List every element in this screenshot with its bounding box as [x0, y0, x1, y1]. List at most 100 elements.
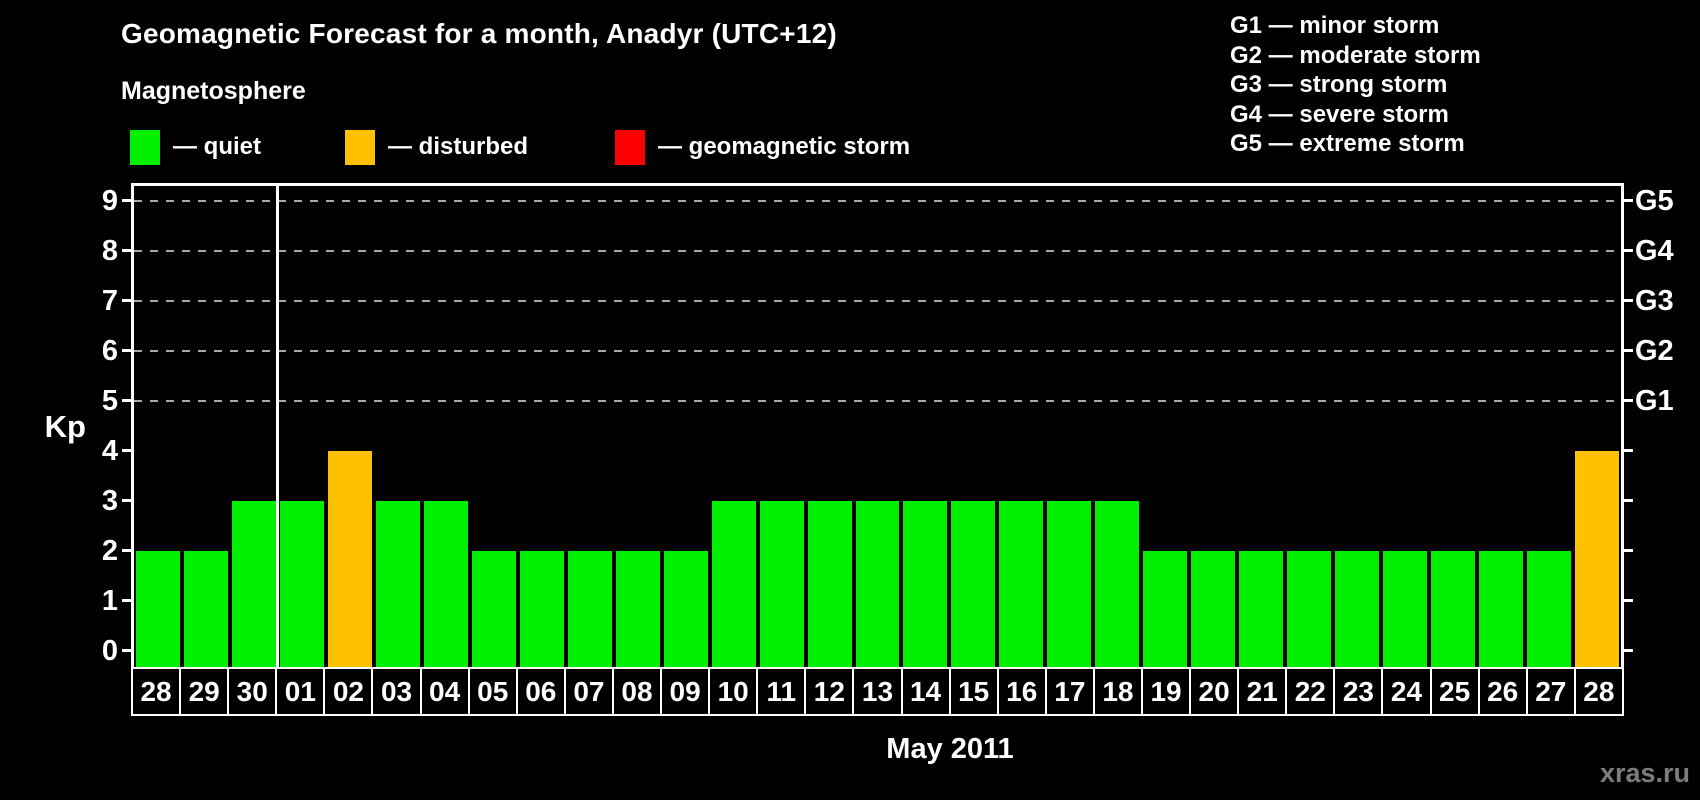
- right-axis-label-g1: G1: [1635, 385, 1674, 417]
- kp-bar-day-22: [1287, 551, 1332, 667]
- left-tick-kp6: [122, 349, 131, 352]
- right-tick-kp3: [1624, 499, 1633, 502]
- y-axis-label-4: 4: [101, 435, 118, 467]
- day-label-cell: 07: [563, 667, 614, 716]
- legend-label-storm: — geomagnetic storm: [658, 133, 911, 160]
- day-label-cell: 01: [275, 667, 326, 716]
- y-axis-label-0: 0: [101, 635, 118, 667]
- magnetosphere-label: Magnetosphere: [121, 77, 306, 105]
- right-tick-kp2: [1624, 549, 1633, 552]
- y-axis-label-3: 3: [101, 485, 118, 517]
- gridline-kp9: [134, 200, 1621, 202]
- left-tick-kp9: [122, 199, 131, 202]
- kp-bar-day-07: [567, 551, 612, 667]
- x-axis-title: May 2011: [886, 733, 1014, 765]
- magnetosphere-legend: — quiet — disturbed — geomagnetic storm: [0, 127, 1700, 167]
- kp-bar-day-18: [1095, 501, 1140, 667]
- kp-bar-day-26: [1479, 551, 1524, 667]
- left-tick-kp4: [122, 449, 131, 452]
- day-label-cell: 06: [515, 667, 566, 716]
- day-label-cell: 05: [467, 667, 518, 716]
- left-tick-kp8: [122, 249, 131, 252]
- kp-bar-day-11: [759, 501, 804, 667]
- legend-label-quiet: — quiet: [173, 133, 261, 160]
- kp-bar-day-17: [1047, 501, 1092, 667]
- y-axis-label-1: 1: [101, 585, 118, 617]
- right-tick-kp7: [1624, 299, 1633, 302]
- kp-bar-day-30: [231, 501, 276, 667]
- g-scale-legend: G1 — minor storm G2 — moderate storm G3 …: [1230, 11, 1481, 159]
- kp-bar-day-14: [903, 501, 948, 667]
- legend-item-quiet: — quiet: [130, 127, 261, 167]
- kp-bar-day-04: [423, 501, 468, 667]
- day-label-cell: 13: [852, 667, 903, 716]
- kp-bar-day-24: [1383, 551, 1428, 667]
- day-label-cell: 26: [1477, 667, 1528, 716]
- kp-bar-day-15: [951, 501, 996, 667]
- kp-bar-day-28: [136, 551, 180, 667]
- legend-item-disturbed: — disturbed: [345, 127, 528, 167]
- legend-label-disturbed: — disturbed: [388, 133, 529, 160]
- right-tick-kp4: [1624, 449, 1633, 452]
- left-tick-kp2: [122, 549, 131, 552]
- kp-bar-day-01: [279, 501, 324, 667]
- g4-legend-line: G4 — severe storm: [1230, 100, 1449, 128]
- kp-bar-day-05: [471, 551, 516, 667]
- gridline-kp7: [134, 300, 1621, 302]
- g1-legend-line: G1 — minor storm: [1230, 12, 1440, 39]
- watermark: xras.ru: [1599, 758, 1690, 788]
- left-tick-kp7: [122, 299, 131, 302]
- day-label-cell: 15: [948, 667, 999, 716]
- y-axis-label-5: 5: [101, 385, 118, 417]
- x-axis-day-labels: 28 29 30 01 02 03 04 05 06 07 08 09 10 11 12 13 14 15 16 17…: [131, 667, 1624, 716]
- day-label-cell: 16: [996, 667, 1047, 716]
- right-axis-label-g4: G4: [1635, 235, 1674, 267]
- kp-bar-day-27: [1527, 551, 1572, 667]
- day-label-cell: 30: [227, 667, 278, 716]
- right-axis-label-g5: G5: [1635, 185, 1674, 217]
- right-axis-label-g2: G2: [1635, 335, 1674, 367]
- kp-bar-day-08: [615, 551, 660, 667]
- month-separator-line: [276, 186, 280, 667]
- right-tick-kp8: [1624, 249, 1633, 252]
- left-tick-kp5: [122, 399, 131, 402]
- day-label-cell: 11: [756, 667, 807, 716]
- kp-bar-day-16: [999, 501, 1044, 667]
- left-tick-kp1: [122, 599, 131, 602]
- y-axis-label-7: 7: [101, 285, 118, 317]
- day-label-cell: 27: [1525, 667, 1576, 716]
- day-label-cell: 02: [323, 667, 374, 716]
- gridline-kp8: [134, 250, 1621, 252]
- day-label-cell: 18: [1092, 667, 1143, 716]
- kp-bar-day-29: [183, 551, 228, 667]
- day-label-cell: 19: [1140, 667, 1192, 716]
- kp-bar-day-02: [327, 451, 372, 667]
- kp-bar-day-25: [1431, 551, 1476, 667]
- day-label-cell: 28: [131, 667, 182, 716]
- day-label-cell: 10: [708, 667, 759, 716]
- day-label-cell: 21: [1237, 667, 1288, 716]
- y-axis-label-6: 6: [101, 335, 118, 367]
- day-label-cell: 28: [1573, 667, 1624, 716]
- y-axis-label-2: 2: [101, 535, 118, 567]
- right-axis-label-g3: G3: [1635, 285, 1674, 317]
- day-label-cell: 17: [1044, 667, 1095, 716]
- day-label-cell: 12: [804, 667, 855, 716]
- plot-area: Kp 0 1 2 3 4 5 6 7 8 9 G1 G2 G3 G4 G5: [45, 183, 1674, 667]
- right-tick-kp1: [1624, 599, 1633, 602]
- gridline-kp5: [134, 400, 1621, 402]
- right-tick-kp9: [1624, 199, 1633, 202]
- kp-bar-day-28: [1575, 451, 1619, 667]
- day-label-cell: 25: [1429, 667, 1480, 716]
- kp-bar-day-13: [855, 501, 900, 667]
- kp-bar-day-23: [1335, 551, 1380, 667]
- legend-item-storm: — geomagnetic storm: [615, 127, 910, 167]
- day-label-cell: 08: [611, 667, 663, 716]
- kp-bar-day-20: [1191, 551, 1236, 667]
- right-tick-kp0: [1624, 649, 1633, 652]
- storm-color-swatch: [615, 129, 645, 165]
- day-label-cell: 24: [1381, 667, 1432, 716]
- kp-bar-day-10: [711, 501, 756, 667]
- gridline-kp6: [134, 350, 1621, 352]
- day-label-cell: 09: [660, 667, 711, 716]
